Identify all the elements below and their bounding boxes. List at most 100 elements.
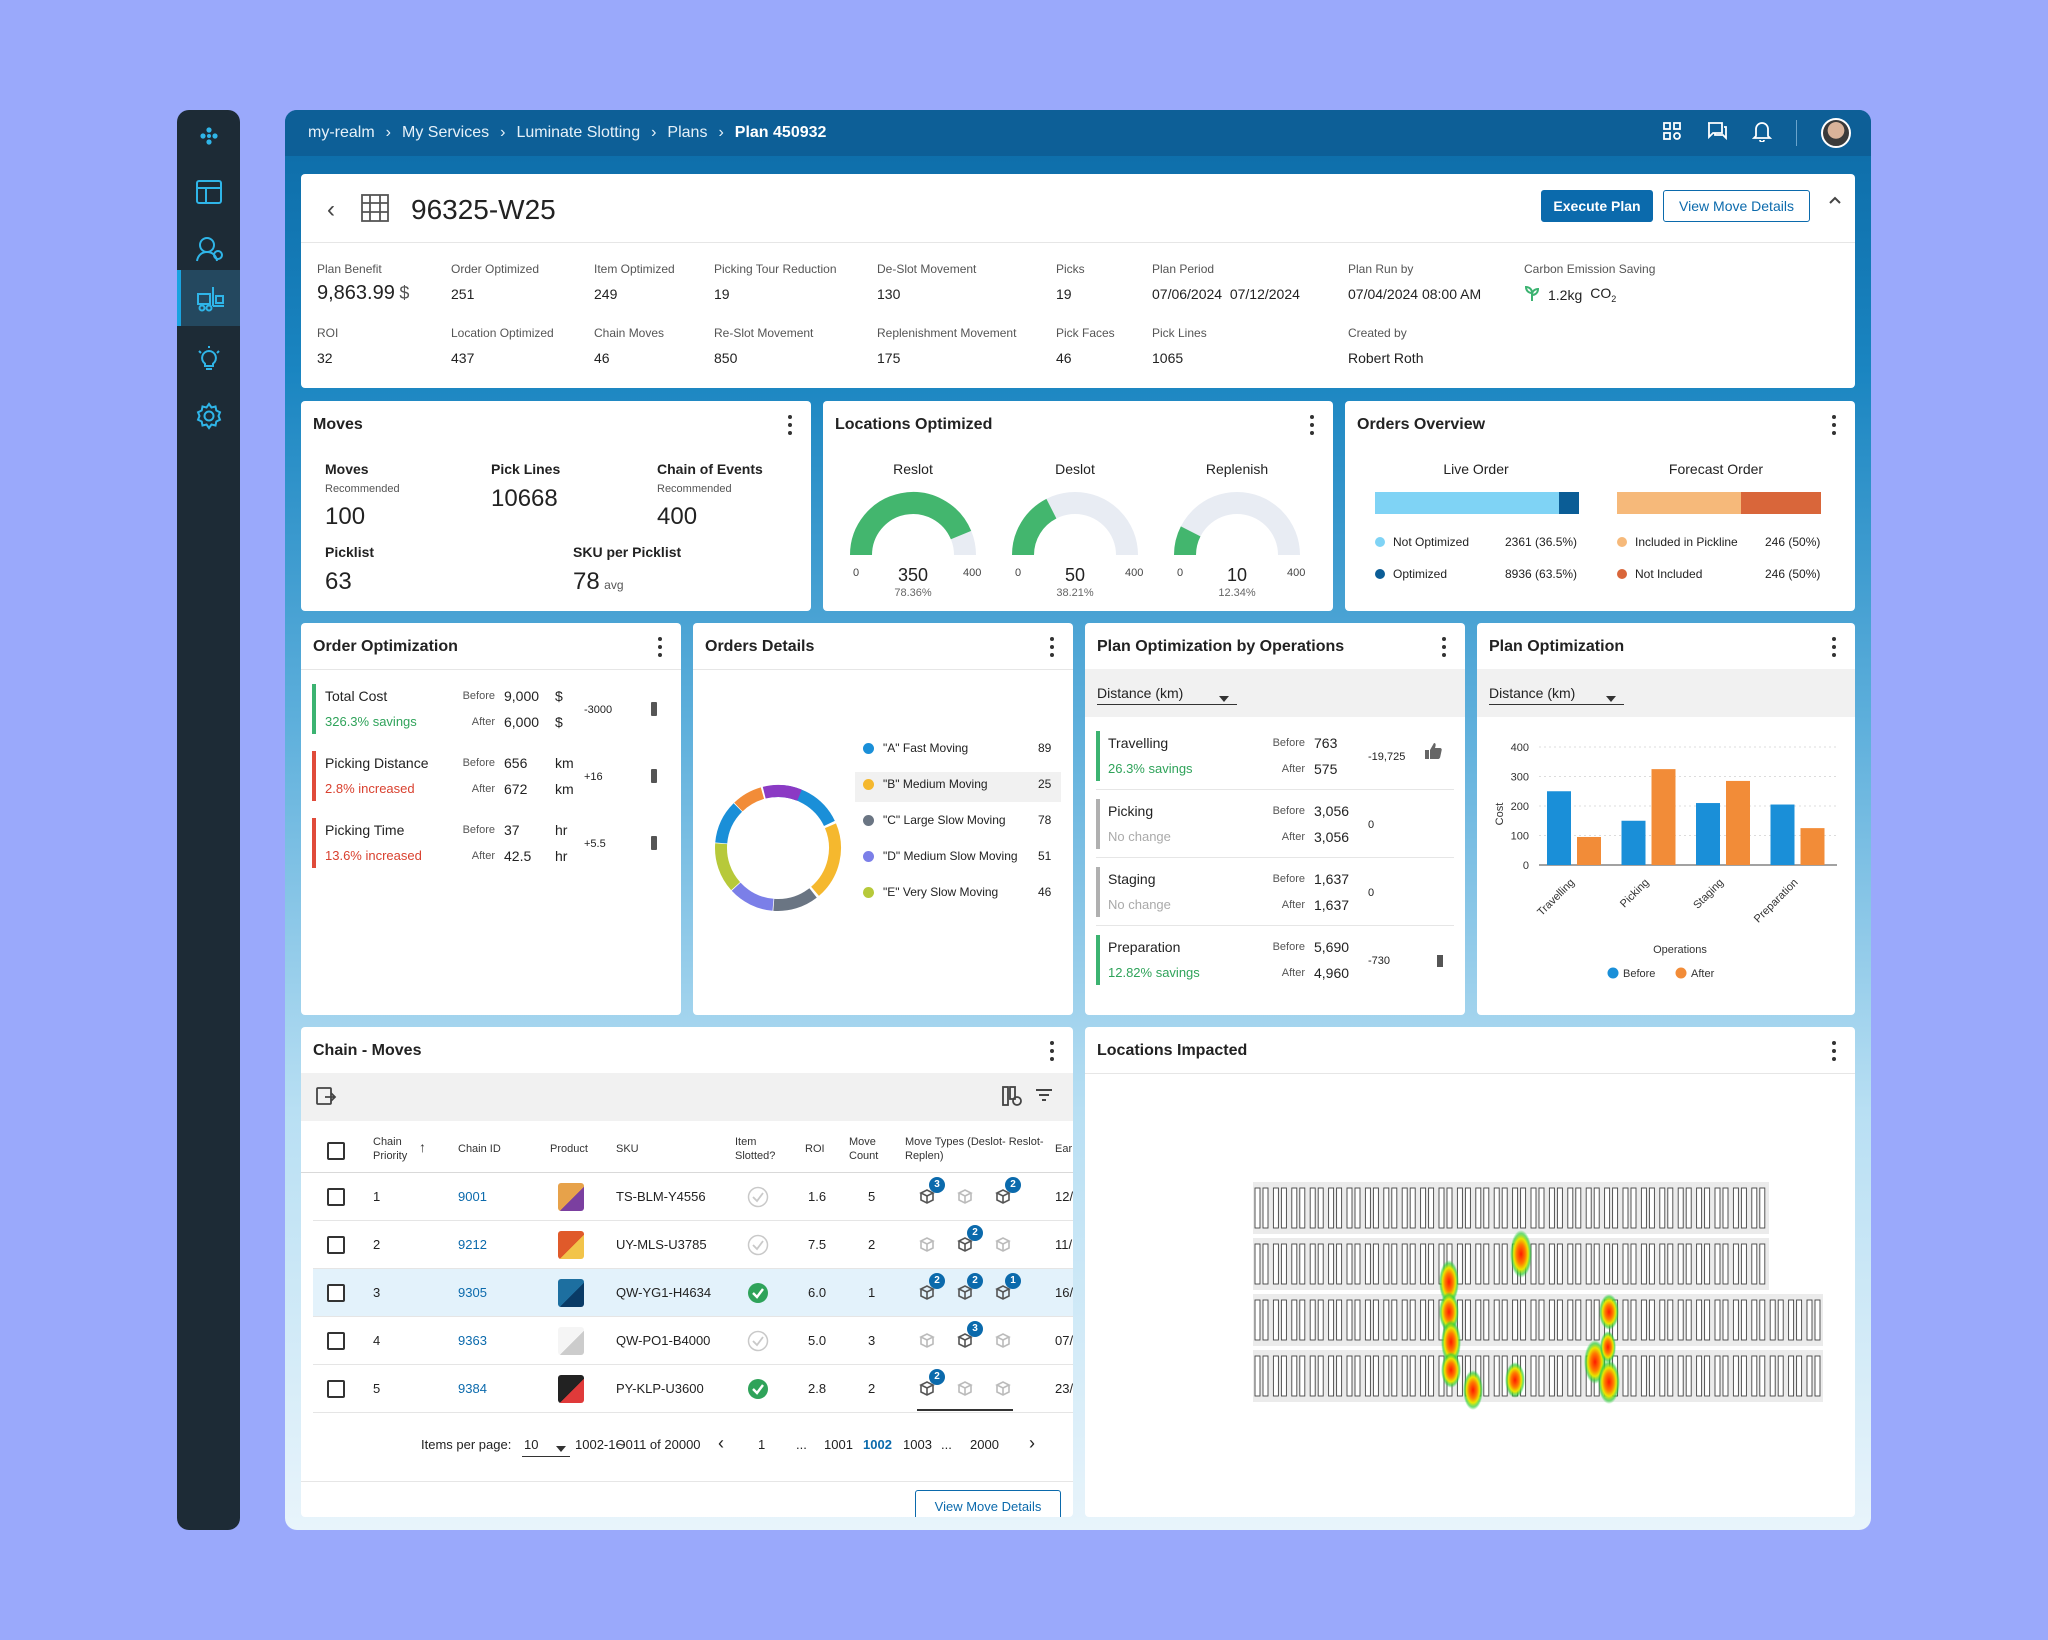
- reslot-icon[interactable]: [955, 1379, 977, 1399]
- row-checkbox[interactable]: [327, 1380, 345, 1398]
- page-link[interactable]: 1003: [903, 1437, 932, 1452]
- table-row[interactable]: 1 9001 TS-BLM-Y4556 1.6 5 3 2 12/: [313, 1173, 1073, 1221]
- row-checkbox[interactable]: [327, 1188, 345, 1206]
- avatar[interactable]: [1821, 118, 1851, 148]
- breadcrumb-item[interactable]: My Services: [402, 124, 490, 141]
- reslot-icon[interactable]: [955, 1283, 977, 1303]
- chat-icon[interactable]: [1706, 121, 1728, 146]
- heat-spot: [1510, 1230, 1532, 1278]
- view-move-details-button[interactable]: View Move Details: [1663, 190, 1810, 222]
- collapse-chevron-icon[interactable]: [1827, 192, 1843, 213]
- distance-dropdown[interactable]: Distance (km): [1489, 681, 1624, 705]
- metric-label: Plan Benefit: [317, 262, 382, 276]
- deslot-icon[interactable]: [917, 1283, 939, 1303]
- page-link[interactable]: 1001: [824, 1437, 853, 1452]
- prev-page-icon[interactable]: ‹: [718, 1433, 724, 1453]
- execute-plan-button[interactable]: Execute Plan: [1541, 190, 1653, 222]
- chain-id-link[interactable]: 9212: [458, 1237, 487, 1252]
- more-options-icon[interactable]: [1441, 637, 1447, 657]
- replen-icon[interactable]: [993, 1331, 1015, 1351]
- apps-grid-icon[interactable]: [1662, 121, 1682, 146]
- col-header-roi[interactable]: ROI: [805, 1143, 825, 1155]
- chain-id-link[interactable]: 9363: [458, 1333, 487, 1348]
- deslot-icon[interactable]: [917, 1379, 939, 1399]
- view-move-details-button-bottom[interactable]: View Move Details: [915, 1490, 1061, 1517]
- back-chevron-icon[interactable]: ‹: [327, 196, 335, 223]
- per-page-select[interactable]: 10: [522, 1433, 570, 1457]
- distance-dropdown[interactable]: Distance (km): [1097, 681, 1237, 705]
- col-header-ear[interactable]: Ear: [1055, 1143, 1073, 1155]
- more-options-icon[interactable]: [1831, 637, 1837, 657]
- before-label: Before: [462, 757, 495, 769]
- breadcrumb-item[interactable]: Plans: [667, 124, 708, 141]
- heat-spot: [1441, 1320, 1461, 1364]
- ear-cell: 16/: [1055, 1285, 1073, 1300]
- pagination: Items per page: 10 1002-1Ѳ011 of 20000 ‹…: [301, 1427, 1073, 1463]
- next-page-icon[interactable]: ›: [1029, 1433, 1035, 1453]
- col-header-sku[interactable]: SKU: [616, 1143, 639, 1155]
- filter-icon[interactable]: [1035, 1087, 1053, 1108]
- rack-slot: [1262, 1299, 1269, 1341]
- reslot-icon[interactable]: [955, 1187, 977, 1207]
- col-header-slotted[interactable]: Item Slotted?: [735, 1136, 776, 1162]
- replen-icon[interactable]: [993, 1235, 1015, 1255]
- more-options-icon[interactable]: [657, 637, 663, 657]
- lightbulb-icon[interactable]: [177, 333, 240, 385]
- chain-id-link[interactable]: 9305: [458, 1285, 487, 1300]
- metric-value: 46: [594, 350, 610, 366]
- layout-icon[interactable]: [177, 166, 240, 218]
- more-options-icon[interactable]: [1831, 1041, 1837, 1061]
- more-options-icon[interactable]: [1049, 1041, 1055, 1061]
- bell-icon[interactable]: [1751, 120, 1773, 147]
- forklift-icon[interactable]: [177, 270, 240, 326]
- rack-slot: [1751, 1187, 1758, 1229]
- deslot-icon[interactable]: [917, 1187, 939, 1207]
- logo-icon[interactable]: [177, 110, 240, 162]
- chain-id-link[interactable]: 9384: [458, 1381, 487, 1396]
- rack-slot: [1685, 1187, 1692, 1229]
- replen-icon[interactable]: [993, 1379, 1015, 1399]
- page-link[interactable]: 2000: [970, 1437, 999, 1452]
- breadcrumb-item[interactable]: my-realm: [308, 124, 375, 141]
- metric-sublabel: Recommended: [657, 483, 732, 495]
- reslot-icon[interactable]: [955, 1235, 977, 1255]
- page-link[interactable]: 1: [758, 1437, 766, 1452]
- col-header-move-types[interactable]: Move Types (Deslot- Reslot-Replen): [905, 1136, 1044, 1162]
- table-row[interactable]: 2 9212 UY-MLS-U3785 7.5 2 2 11/: [313, 1221, 1073, 1269]
- analytics-icon[interactable]: [177, 223, 240, 275]
- table-row[interactable]: 4 9363 QW-PO1-B4000 5.0 3 3 07/: [313, 1317, 1073, 1365]
- col-header-chain-id[interactable]: Chain ID: [458, 1143, 501, 1155]
- rack-slot: [1667, 1355, 1674, 1397]
- column-settings-icon[interactable]: [1001, 1085, 1023, 1112]
- more-options-icon[interactable]: [787, 415, 793, 435]
- more-options-icon[interactable]: [1049, 637, 1055, 657]
- rack-slot: [1777, 1299, 1784, 1341]
- breadcrumb-item[interactable]: Luminate Slotting: [516, 124, 641, 141]
- more-options-icon[interactable]: [1309, 415, 1315, 435]
- select-all-checkbox[interactable]: [327, 1142, 345, 1160]
- chain-id-link[interactable]: 9001: [458, 1189, 487, 1204]
- deslot-icon[interactable]: [917, 1235, 939, 1255]
- col-header-move-count[interactable]: Move Count: [849, 1136, 879, 1162]
- rack-slot: [1336, 1243, 1343, 1285]
- reslot-icon[interactable]: [955, 1331, 977, 1351]
- thumbs-up-icon[interactable]: [1423, 741, 1443, 766]
- col-header-priority[interactable]: Chain Priority: [373, 1136, 408, 1162]
- table-row[interactable]: 5 9384 PY-KLP-U3600 2.8 2 2 23/: [313, 1365, 1073, 1413]
- replen-icon[interactable]: [993, 1187, 1015, 1207]
- col-header-product[interactable]: Product: [550, 1143, 588, 1155]
- export-icon[interactable]: [315, 1085, 337, 1112]
- more-options-icon[interactable]: [1831, 415, 1837, 435]
- legend-swatch: [863, 887, 874, 898]
- rack-slot: [1512, 1187, 1519, 1229]
- replen-icon[interactable]: [993, 1283, 1015, 1303]
- deslot-icon[interactable]: [917, 1331, 939, 1351]
- row-checkbox[interactable]: [327, 1332, 345, 1350]
- card-title: Chain - Moves: [313, 1042, 422, 1059]
- table-row[interactable]: 3 9305 QW-YG1-H4634 6.0 1 2 2 1 16/: [313, 1269, 1073, 1317]
- page-link-current[interactable]: 1002: [863, 1437, 892, 1452]
- settings-icon[interactable]: [177, 390, 240, 442]
- row-checkbox[interactable]: [327, 1236, 345, 1254]
- sort-ascending-icon[interactable]: ↑: [419, 1139, 426, 1155]
- row-checkbox[interactable]: [327, 1284, 345, 1302]
